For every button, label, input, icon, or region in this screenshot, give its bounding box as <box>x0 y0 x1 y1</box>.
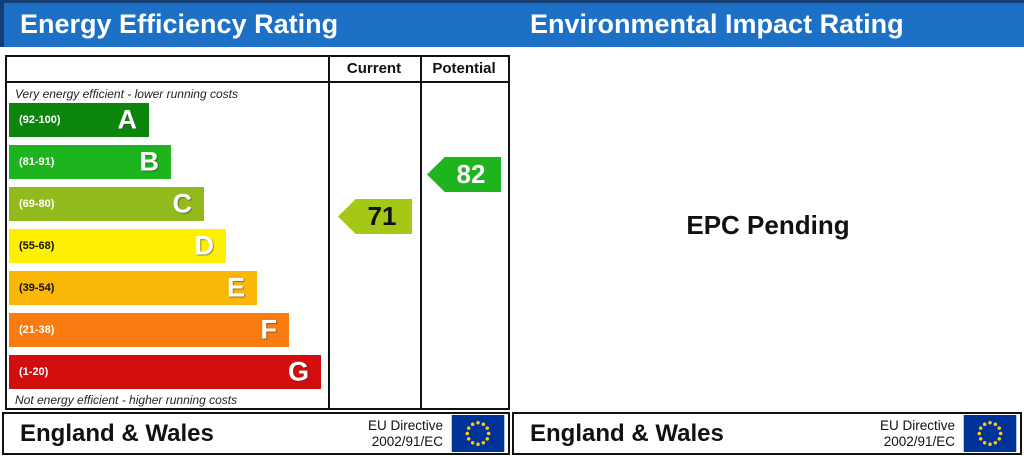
eu-directive-line2: 2002/91/EC <box>883 433 955 449</box>
eu-flag-icon <box>451 415 505 452</box>
bottom-note: Not energy efficient - higher running co… <box>15 393 238 407</box>
band-b: (81-91) B <box>9 145 171 179</box>
footer-left: England & Wales EU Directive 2002/91/EC <box>2 412 510 455</box>
eu-flag-icon <box>963 415 1017 452</box>
band-range-label: (92-100) <box>19 114 61 126</box>
footer-right: England & Wales EU Directive 2002/91/EC <box>512 412 1022 455</box>
region-label: England & Wales <box>20 419 214 447</box>
band-d: (55-68) D <box>9 229 226 263</box>
potential-column-header: Potential <box>432 60 496 77</box>
band-letter: G <box>287 356 309 387</box>
eu-directive-line1: EU Directive <box>367 417 443 433</box>
potential-rating-arrow: 82 <box>427 157 501 192</box>
eu-directive-line2: 2002/91/EC <box>371 433 443 449</box>
eu-directive-label: EU Directive 2002/91/EC <box>880 418 955 449</box>
current-column-header: Current <box>346 60 402 77</box>
band-letter: C <box>172 188 193 219</box>
band-range-label: (69-80) <box>19 198 55 210</box>
band-range-label: (39-54) <box>19 282 55 294</box>
eu-directive-label: EU Directive 2002/91/EC <box>368 418 443 449</box>
band-range-label: (1-20) <box>19 366 49 378</box>
band-letter: B <box>139 146 160 177</box>
epc-pending-message: EPC Pending <box>686 210 850 240</box>
band-a: (92-100) A <box>9 103 149 137</box>
header-bar: Energy Efficiency Rating Environmental I… <box>0 0 1024 47</box>
energy-efficiency-title: Energy Efficiency Rating <box>20 9 339 39</box>
potential-column-divider <box>420 57 422 408</box>
region-label: England & Wales <box>530 419 724 447</box>
band-range-label: (21-38) <box>19 324 55 336</box>
band-g: (1-20) G <box>9 355 321 389</box>
band-range-label: (81-91) <box>19 156 55 168</box>
band-letter: A <box>117 104 138 135</box>
band-letter: E <box>226 272 245 303</box>
band-f: (21-38) F <box>9 313 289 347</box>
band-letter: F <box>260 314 278 345</box>
band-c: (69-80) C <box>9 187 204 221</box>
chart-header-row: Current Potential <box>7 57 508 83</box>
current-rating-arrow: 71 <box>338 199 412 234</box>
band-letter: D <box>194 230 215 261</box>
band-range-label: (55-68) <box>19 240 55 252</box>
top-note: Very energy efficient - lower running co… <box>15 87 238 101</box>
environmental-impact-title: Environmental Impact Rating <box>530 9 904 39</box>
eu-directive-line1: EU Directive <box>879 417 955 433</box>
band-e: (39-54) E <box>9 271 257 305</box>
energy-efficiency-chart: Current Potential Very energy efficient … <box>5 55 510 410</box>
current-column-divider <box>328 57 330 408</box>
